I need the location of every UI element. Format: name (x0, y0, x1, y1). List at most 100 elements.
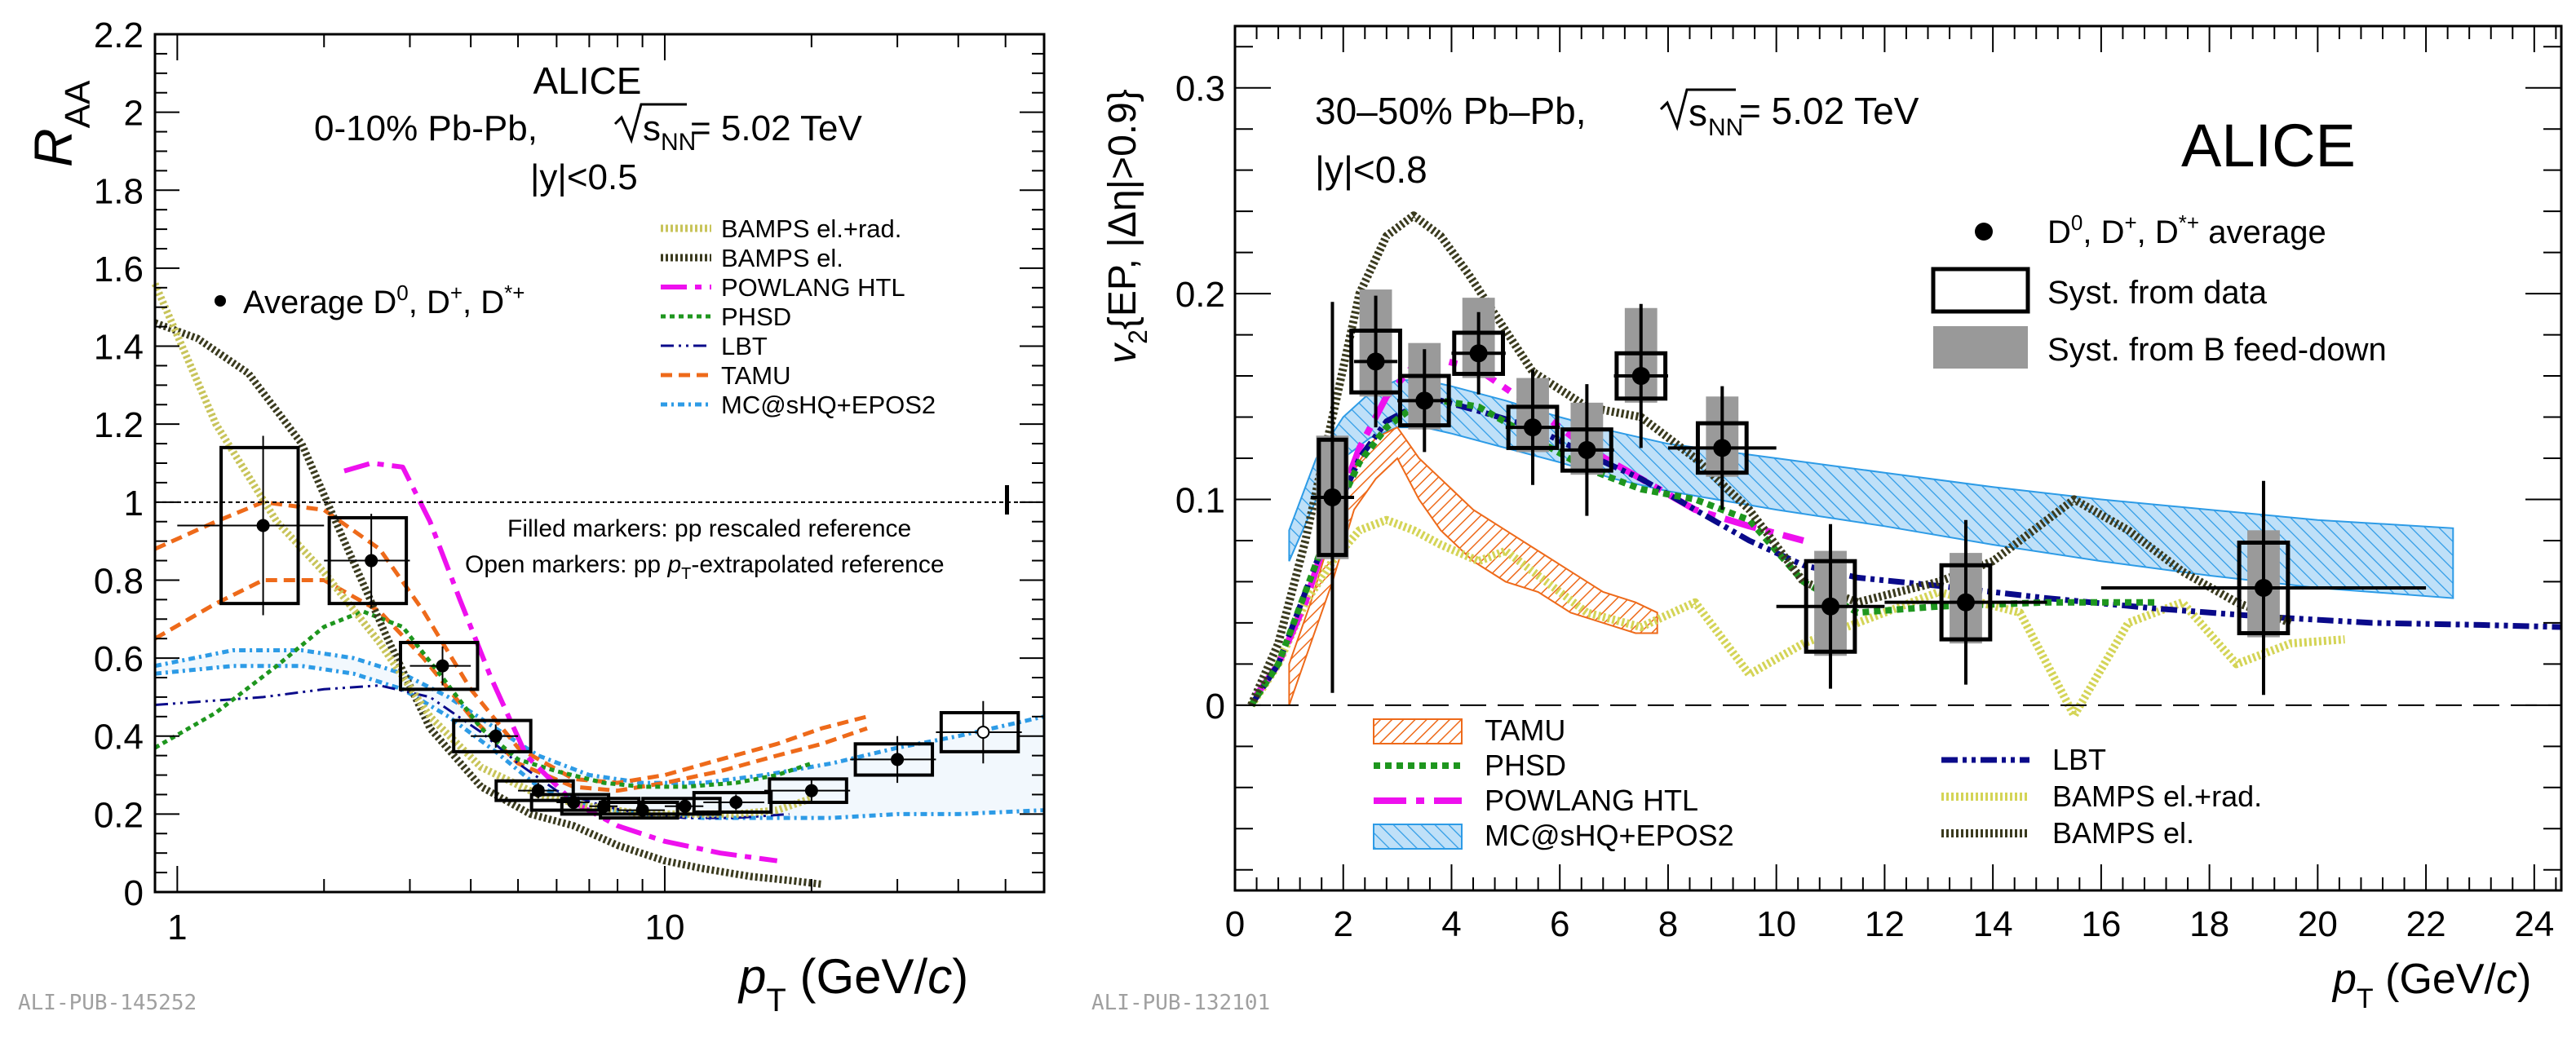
right-legend-entry: BAMPS el. (1941, 816, 2194, 850)
left-y-tick-label: 1.4 (94, 328, 144, 368)
left-legend-entry: BAMPS el. (661, 244, 843, 272)
right-legend-label: POWLANG HTL (1485, 784, 1698, 817)
svg-text:NN: NN (661, 129, 696, 156)
left-legend-entry: TAMU (661, 361, 791, 390)
left-data-point (936, 700, 1022, 764)
left-filled-marker (256, 519, 270, 532)
right-syst-data-legend: Syst. from data (1931, 267, 2268, 314)
left-curve-tamu-band-edge (153, 578, 868, 793)
left-system-label: 0-10% Pb-Pb, (314, 108, 538, 148)
right-band-tamu (1288, 426, 1658, 706)
left-curve-phsd (153, 609, 812, 789)
left-y-tick-label: 1.2 (94, 405, 144, 445)
left-pub-id: ALI-PUB-145252 (18, 991, 197, 1015)
right-sqrt-symbol: s NN (1659, 88, 1743, 141)
left-legend-entry: MC@sHQ+EPOS2 (661, 391, 936, 419)
right-filled-marker (1956, 593, 1975, 612)
right-legend-label: MC@sHQ+EPOS2 (1485, 819, 1734, 852)
left-x-axis-title: pT (GeV/c) (737, 949, 968, 1018)
left-data-point (641, 797, 722, 816)
right-filled-marker (1821, 597, 1840, 616)
right-curve-lbt (1248, 397, 2562, 707)
left-normalization-uncertainty-bar (1005, 485, 1009, 515)
right-filled-marker (1469, 344, 1488, 363)
right-x-tick-label: 8 (1658, 904, 1678, 944)
right-data-point (1505, 369, 1560, 485)
left-data-point (764, 777, 851, 805)
left-y-tick-label: 0.4 (94, 718, 144, 758)
right-model-curves (1247, 211, 2562, 720)
right-x-tick-label: 10 (1756, 904, 1796, 944)
left-y-tick-label: 1 (124, 484, 144, 523)
left-y-tick-label: 1.8 (94, 171, 144, 211)
left-y-tick-label: 0.8 (94, 561, 144, 601)
left-legend-entry: POWLANG HTL (661, 273, 905, 302)
left-y-tick-label: 0 (124, 873, 144, 913)
right-data-point (1560, 384, 1614, 516)
left-chart: 00.20.40.60.811.21.41.61.822.21 10 ALICE … (18, 15, 1046, 1018)
right-syst-b-legend: Syst. from B feed-down (1933, 326, 2387, 369)
right-x-tick-label: 22 (2406, 904, 2446, 944)
right-plot-frame (1233, 24, 2563, 892)
right-legend-label: LBT (2052, 743, 2106, 776)
left-syst-box (641, 797, 722, 816)
right-y-tick-label: 0.1 (1175, 480, 1225, 520)
left-x-tick-label: 10 (644, 908, 684, 947)
left-data-point (177, 435, 325, 616)
left-axes: 0 0.2 0.4 0.6 0.8 1 1.2 1.4 1.6 1.8 2 2.2 1 10 (94, 15, 1044, 947)
right-x-tick-label: 2 (1333, 904, 1352, 944)
left-filled-marker (489, 729, 502, 743)
right-data-points (1310, 289, 2427, 696)
left-data-point (398, 640, 480, 691)
right-filled-marker (1524, 418, 1543, 437)
left-syst-box (452, 718, 533, 753)
right-x-tick-label: 0 (1225, 904, 1245, 944)
left-legend-entry: BAMPS el.+rad. (661, 214, 901, 243)
left-data-points (177, 435, 1022, 820)
left-syst-box (398, 640, 480, 691)
right-legend-entry: BAMPS el.+rad. (1941, 780, 2262, 813)
left-open-marker (976, 725, 990, 739)
right-curve-bamps-el-rad (1247, 515, 2345, 720)
left-rapidity-label: |y|<0.5 (530, 157, 638, 197)
left-curve-mc-shq-epos2 (154, 648, 1045, 785)
right-legend-label: TAMU (1485, 713, 1565, 747)
svg-text:s: s (643, 108, 661, 148)
svg-text:Average D0, D+, D*+: Average D0, D+, D*+ (243, 280, 524, 320)
left-experiment-label: ALICE (533, 60, 642, 102)
right-data-point (1451, 298, 1506, 395)
right-filled-marker (1713, 439, 1732, 457)
left-y-axis-title: RAA (23, 80, 98, 167)
right-x-tick-label: 24 (2514, 904, 2554, 944)
left-filled-marker (678, 799, 692, 813)
right-filled-marker (2254, 579, 2273, 597)
right-x-tick-label: 20 (2298, 904, 2338, 944)
right-filled-marker (1578, 440, 1596, 459)
left-filled-marker (804, 784, 818, 797)
left-legend-entry: PHSD (661, 303, 791, 331)
right-x-tick-label: 16 (2081, 904, 2121, 944)
right-data-point (1776, 523, 1885, 689)
left-curve-powlang-htl (343, 461, 778, 864)
left-syst-box (494, 779, 575, 802)
right-legend-swatch-tamu (1373, 718, 1463, 744)
right-experiment-label: ALICE (2181, 112, 2356, 179)
left-filled-marker (436, 659, 449, 673)
left-note-open: Open markers: pp pT-extrapolated referen… (465, 551, 945, 583)
right-legend-entry: MC@sHQ+EPOS2 (1373, 819, 1734, 852)
right-energy-label: = 5.02 TeV (1739, 90, 1919, 132)
right-axes: 00.10.20.30 2 4 6 8 10 12 14 16 18 20 22 24 (1175, 26, 2561, 944)
left-legend-label: BAMPS el. (721, 244, 843, 272)
svg-text:Syst. from B feed-down: Syst. from B feed-down (2047, 332, 2387, 368)
right-legend-entry: TAMU (1373, 713, 1565, 747)
right-filled-marker (1415, 391, 1434, 410)
right-system-label: 30–50% Pb–Pb, (1315, 90, 1587, 132)
svg-text:Syst. from data: Syst. from data (2047, 275, 2268, 311)
svg-text:NN: NN (1708, 114, 1743, 141)
right-legend-entry: PHSD (1374, 749, 1566, 782)
right-x-axis-title: pT (GeV/c) (2331, 956, 2531, 1014)
left-data-point (452, 718, 533, 753)
left-model-legend: BAMPS el.+rad.BAMPS el.POWLANG HTLPHSDLB… (661, 214, 936, 419)
left-note-filled: Filled markers: pp rescaled reference (507, 515, 911, 542)
